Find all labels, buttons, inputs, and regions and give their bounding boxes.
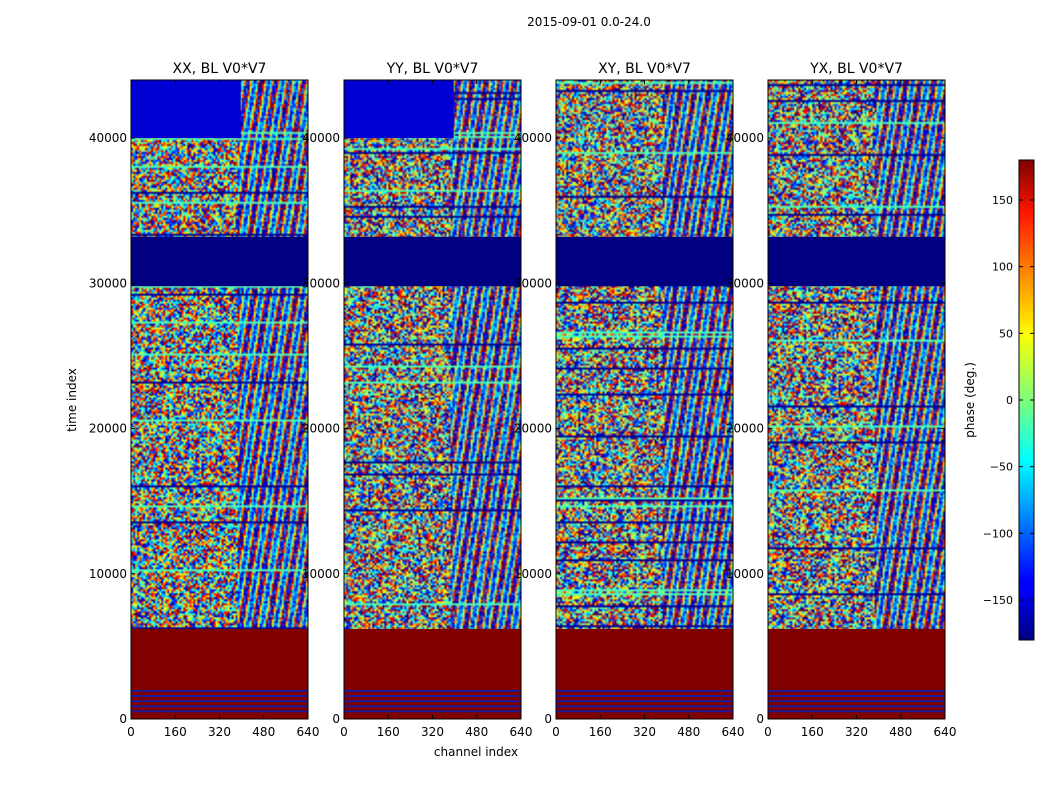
x-tick-label: 480 bbox=[252, 725, 275, 739]
panel-1-band-3 bbox=[131, 80, 241, 139]
panel-3-stripe bbox=[556, 710, 733, 713]
panel-3-stripe bbox=[556, 695, 733, 698]
panel-1-noise bbox=[131, 80, 308, 719]
colorbar-ticks: 150 100 50 0 −50 −100 −150 bbox=[983, 194, 1034, 607]
x-tick-label: 640 bbox=[510, 725, 533, 739]
panel-1-title: XX, BL V0*V7 bbox=[173, 61, 267, 77]
y-tick-label: 10000 bbox=[89, 567, 127, 581]
panel-2-stripe bbox=[344, 700, 521, 703]
colorbar-tick-label: 100 bbox=[992, 261, 1013, 274]
colorbar-tick-label: −50 bbox=[990, 461, 1013, 474]
panel-1-stripe bbox=[131, 695, 308, 698]
colorbar-tick-label: 50 bbox=[999, 327, 1013, 340]
panel-1-stripe bbox=[131, 705, 308, 708]
panel-4-stripe bbox=[768, 705, 945, 708]
panel-2-band-3 bbox=[344, 80, 454, 139]
panel-3-stripe bbox=[556, 700, 733, 703]
panel-2-title: YY, BL V0*V7 bbox=[386, 61, 479, 77]
panel-4-stripe bbox=[768, 710, 945, 713]
y-tick-label: 20000 bbox=[89, 422, 127, 436]
y-tick-label: 30000 bbox=[302, 276, 340, 290]
y-tick-label: 20000 bbox=[726, 422, 764, 436]
colorbar-tick-label: −100 bbox=[983, 527, 1013, 540]
panel-3-stripe bbox=[556, 689, 733, 692]
y-tick-label: 0 bbox=[119, 712, 127, 726]
x-tick-label: 0 bbox=[127, 725, 135, 739]
y-tick-label: 30000 bbox=[89, 276, 127, 290]
x-tick-label: 640 bbox=[297, 725, 320, 739]
x-tick-label: 320 bbox=[421, 725, 444, 739]
figure-title: 2015-09-01 0.0-24.0 bbox=[527, 15, 651, 29]
panel-2-band-2 bbox=[344, 236, 521, 287]
y-tick-label: 40000 bbox=[726, 131, 764, 145]
panel-3-band-1 bbox=[556, 628, 733, 719]
x-tick-label: 640 bbox=[722, 725, 745, 739]
panel-3-band-2 bbox=[556, 236, 733, 287]
panel-1-stripe bbox=[131, 710, 308, 713]
y-tick-label: 40000 bbox=[89, 131, 127, 145]
x-tick-label: 0 bbox=[552, 725, 560, 739]
y-tick-label: 40000 bbox=[302, 131, 340, 145]
colorbar-tick-label: −150 bbox=[983, 594, 1013, 607]
panel-4-title: YX, BL V0*V7 bbox=[809, 61, 903, 77]
y-tick-label: 0 bbox=[756, 712, 764, 726]
x-tick-label: 0 bbox=[764, 725, 772, 739]
y-tick-label: 20000 bbox=[302, 422, 340, 436]
y-tick-label: 10000 bbox=[302, 567, 340, 581]
panel-2-noise bbox=[344, 80, 521, 719]
panel-4: YX, BL V0*V7 0 160 320 480 640 0 10000 20000 3000… bbox=[726, 61, 957, 739]
panel-1-band-1 bbox=[131, 628, 308, 719]
x-tick-label: 640 bbox=[934, 725, 957, 739]
panel-4-stripe bbox=[768, 695, 945, 698]
y-tick-label: 20000 bbox=[514, 422, 552, 436]
x-tick-label: 480 bbox=[677, 725, 700, 739]
heatmap-panels: XX, BL V0*V7 0 160 320 480 640 0 10000 20000 3000… bbox=[89, 61, 957, 739]
panel-4-band-1 bbox=[768, 628, 945, 719]
colorbar-label: phase (deg.) bbox=[963, 362, 977, 438]
panel-4-stripe bbox=[768, 689, 945, 692]
x-tick-label: 320 bbox=[633, 725, 656, 739]
panel-2-stripe bbox=[344, 705, 521, 708]
x-tick-label: 160 bbox=[164, 725, 187, 739]
y-axis-label: time index bbox=[65, 368, 79, 432]
x-tick-label: 160 bbox=[801, 725, 824, 739]
x-tick-label: 320 bbox=[845, 725, 868, 739]
x-tick-label: 480 bbox=[465, 725, 488, 739]
panel-2-stripe bbox=[344, 689, 521, 692]
x-axis-label: channel index bbox=[434, 745, 518, 759]
y-tick-label: 0 bbox=[332, 712, 340, 726]
panel-3-title: XY, BL V0*V7 bbox=[598, 61, 691, 77]
panel-3: XY, BL V0*V7 0 160 320 480 640 0 10000 20000 3000… bbox=[514, 61, 745, 739]
panel-4-stripe bbox=[768, 700, 945, 703]
panel-1-band-2 bbox=[131, 236, 308, 287]
y-tick-label: 30000 bbox=[514, 276, 552, 290]
x-tick-label: 160 bbox=[589, 725, 612, 739]
panel-4-band-2 bbox=[768, 236, 945, 287]
panel-3-noise bbox=[556, 80, 733, 719]
panel-2-stripe bbox=[344, 710, 521, 713]
y-tick-label: 30000 bbox=[726, 276, 764, 290]
x-tick-label: 480 bbox=[889, 725, 912, 739]
colorbar-tick-label: 150 bbox=[992, 194, 1013, 207]
panel-1-stripe bbox=[131, 689, 308, 692]
y-tick-label: 40000 bbox=[514, 131, 552, 145]
panel-3-stripe bbox=[556, 705, 733, 708]
colorbar: 150 100 50 0 −50 −100 −150 phase (deg.) bbox=[963, 159, 1035, 641]
colorbar-tick-label: 0 bbox=[1006, 394, 1013, 407]
y-tick-label: 0 bbox=[544, 712, 552, 726]
x-tick-label: 320 bbox=[208, 725, 231, 739]
panel-1: XX, BL V0*V7 0 160 320 480 640 0 10000 20000 3000… bbox=[89, 61, 320, 739]
x-tick-label: 0 bbox=[340, 725, 348, 739]
y-tick-label: 10000 bbox=[514, 567, 552, 581]
panel-2: YY, BL V0*V7 0 160 320 480 640 0 10000 20000 3000… bbox=[302, 61, 533, 739]
panel-2-stripe bbox=[344, 695, 521, 698]
y-tick-label: 10000 bbox=[726, 567, 764, 581]
panel-1-stripe bbox=[131, 700, 308, 703]
panel-4-noise bbox=[768, 80, 945, 719]
x-tick-label: 160 bbox=[377, 725, 400, 739]
panel-2-band-1 bbox=[344, 628, 521, 719]
